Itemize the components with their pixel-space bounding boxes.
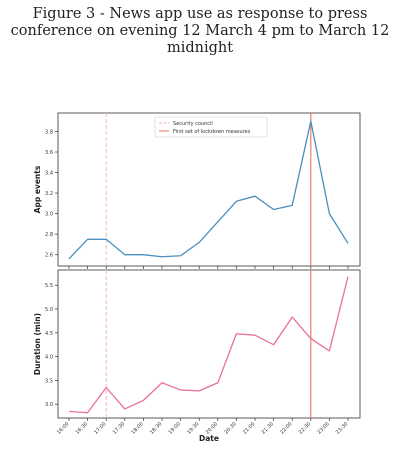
y-axis-label: App events (33, 165, 42, 213)
chart-panel-2: 3.0 3.5 4.0 4.5 5.0 5.5 16:00 16:30 17:00 17:30 18… (33, 269, 361, 443)
y-tick-label: 2.6 (45, 253, 53, 259)
y-tick-label: 3.2 (45, 191, 53, 197)
y-tick-label: 5.5 (45, 283, 53, 289)
y-tick-label: 5.0 (45, 307, 53, 313)
x-tick-label: 16:30 (75, 421, 89, 435)
series-line (68, 120, 349, 260)
y-axis-label: Duration (min) (33, 313, 42, 375)
x-tick-label: 22:30 (298, 421, 312, 435)
y-tick-label: 3.0 (45, 402, 53, 408)
x-axis-label: Date (199, 434, 219, 443)
y-tick-label: 3.8 (45, 129, 53, 135)
x-tick-label: 21:00 (242, 421, 256, 435)
plot-frame (57, 112, 361, 267)
y-tick-label: 2.8 (45, 232, 53, 238)
y-tick-label: 4.0 (45, 355, 53, 361)
legend-box (154, 116, 268, 138)
x-tick-label: 17:00 (93, 421, 107, 435)
figure-title-line-1: Figure 3 - News app use as response to p… (32, 6, 368, 22)
series-line (68, 276, 349, 414)
legend: Security council First set of lockdown me… (154, 116, 268, 138)
y-tick-label: 3.6 (45, 150, 53, 156)
legend-label: Security council (173, 121, 213, 127)
figure-title-line-2: conference on evening 12 March 4 pm to M… (10, 23, 390, 39)
x-tick-label: 18:30 (149, 421, 163, 435)
legend-label: First set of lockdown measures (173, 129, 251, 135)
x-tick-label: 19:00 (168, 421, 182, 435)
plot-frame (57, 269, 361, 419)
y-tick-label: 3.5 (45, 378, 53, 384)
y-tick-label: 3.4 (45, 171, 53, 177)
x-tick-label: 16:00 (56, 421, 70, 435)
y-tick-label: 3.0 (45, 212, 53, 218)
x-tick-label: 23:30 (335, 421, 349, 435)
x-tick-label: 22:00 (279, 421, 293, 435)
x-tick-label: 17:30 (112, 421, 126, 435)
x-tick-label: 21:30 (261, 421, 275, 435)
figure-title-line-3: midnight (166, 40, 234, 56)
y-tick-label: 4.5 (45, 331, 53, 337)
x-tick-label: 23:00 (316, 421, 330, 435)
x-tick-label: 20:30 (223, 421, 237, 435)
chart-panel-1: 2.6 2.8 3.0 3.2 3.4 3.6 3.8 App events Security … (33, 112, 361, 269)
figure-title: Figure 3 - News app use as response to p… (0, 6, 400, 57)
x-tick-label: 18:00 (130, 421, 144, 435)
